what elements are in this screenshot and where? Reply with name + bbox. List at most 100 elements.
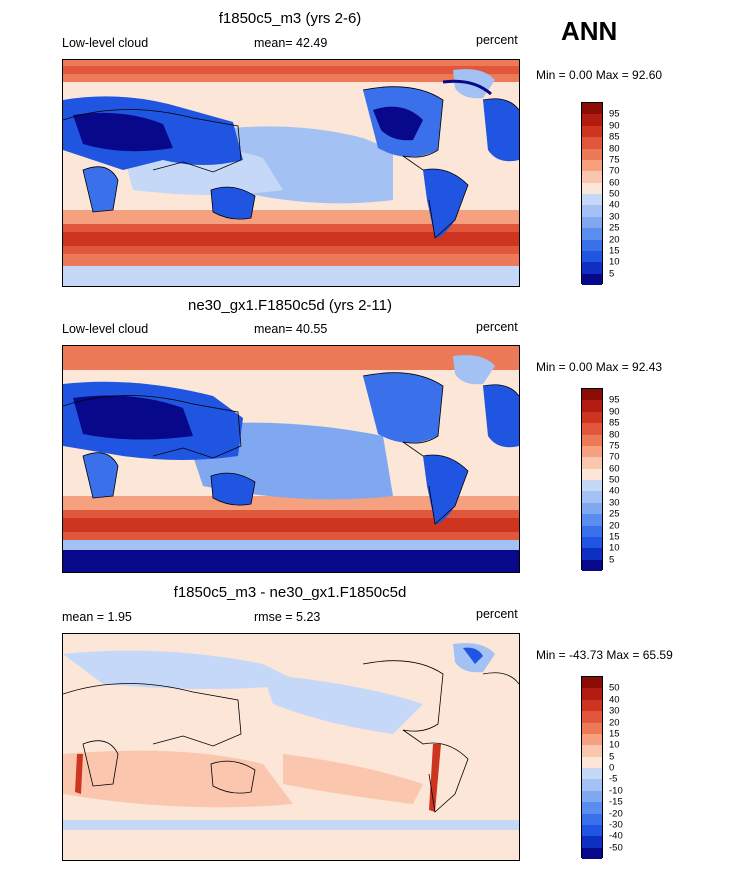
colorbar-swatch	[582, 114, 602, 126]
colorbar-tick-label: -15	[609, 796, 623, 808]
colorbar-swatch	[582, 677, 602, 689]
colorbar-tick-label: 60	[609, 177, 620, 189]
colorbar-swatch	[582, 273, 602, 285]
colorbar-tick-label: 10	[609, 739, 620, 751]
colorbar-swatch	[582, 457, 602, 469]
colorbar-swatch	[582, 711, 602, 723]
colorbar-tick-label: 5	[609, 751, 615, 763]
colorbar-tick-label: 20	[609, 234, 620, 245]
panel-2-map	[62, 345, 520, 573]
colorbar-tick-label: -20	[609, 808, 623, 819]
colorbar-swatch	[582, 502, 602, 515]
colorbar-swatch	[582, 525, 602, 537]
colorbar-tick-label: -10	[609, 785, 623, 797]
season-label: ANN	[561, 16, 618, 46]
colorbar-tick-label: 60	[609, 463, 620, 475]
colorbar-tick-label: 75	[609, 154, 620, 166]
colorbar-swatch	[582, 813, 602, 825]
colorbar-swatch	[582, 536, 602, 549]
colorbar-tick-label: 10	[609, 256, 620, 268]
colorbar-tick-label: 40	[609, 199, 620, 211]
colorbar-tick-label: 10	[609, 542, 620, 554]
colorbar-tick-label: 15	[609, 531, 620, 543]
colorbar-tick-label: 40	[609, 694, 620, 706]
colorbar-swatch	[582, 389, 602, 401]
colorbar-swatch	[582, 733, 602, 746]
colorbar-tick-label: -30	[609, 819, 623, 831]
panel-2-mean-label: mean= 40.55	[254, 322, 328, 336]
colorbar-swatch	[582, 228, 602, 240]
colorbar-tick-label: 0	[609, 762, 615, 774]
colorbar-tick-label: 80	[609, 429, 620, 440]
colorbar-swatch	[582, 434, 602, 446]
panel-2-variable-label: Low-level cloud	[62, 322, 149, 336]
colorbar-swatch	[582, 445, 602, 458]
colorbar-swatch	[582, 137, 602, 149]
colorbar-tick-label: -40	[609, 830, 623, 842]
colorbar-tick-label: 15	[609, 728, 620, 740]
colorbar-swatch	[582, 205, 602, 217]
colorbar-swatch	[582, 182, 602, 194]
panel-3-rmse-label: rmse = 5.23	[254, 610, 321, 624]
colorbar-swatch	[582, 250, 602, 263]
panel-1-min-max: Min = 0.00 Max = 92.60	[536, 68, 663, 82]
colorbar-swatch	[582, 514, 602, 526]
colorbar-tick-label: 50	[609, 474, 620, 486]
colorbar-swatch	[582, 171, 602, 183]
colorbar-tick-label: 50	[609, 682, 620, 694]
colorbar-tick-label: 15	[609, 245, 620, 257]
panel-2-units-label: percent	[476, 320, 518, 334]
colorbar-tick-label: 90	[609, 406, 620, 418]
colorbar-swatch	[582, 239, 602, 251]
colorbar-tick-label: 85	[609, 131, 620, 143]
colorbar-swatch	[582, 802, 602, 814]
panel-3-title: f1850c5_m3 - ne30_gx1.F1850c5d	[173, 584, 407, 601]
panel-2-min-max: Min = 0.00 Max = 92.43	[536, 360, 663, 374]
colorbar-swatch	[582, 103, 602, 115]
colorbar-swatch	[582, 159, 602, 172]
colorbar-swatch	[582, 824, 602, 837]
colorbar-tick-label: 25	[609, 508, 620, 520]
colorbar-swatch	[582, 756, 602, 768]
panel-3-colorbar: 50 40 30 20 15 10 5 0 -5 -10 -15 -20 -30 -40 -50	[581, 676, 623, 859]
colorbar-tick-label: 25	[609, 222, 620, 234]
colorbar-swatch	[582, 768, 602, 780]
panel-1-title: f1850c5_m3 (yrs 2-6)	[218, 10, 362, 27]
panel-1-units-label: percent	[476, 33, 518, 47]
colorbar-swatch	[582, 216, 602, 229]
panel-3-mean-label: mean = 1.95	[62, 610, 132, 624]
panel-3-units-label: percent	[476, 607, 518, 621]
panel-3-map	[62, 633, 520, 861]
colorbar-swatch	[582, 400, 602, 412]
colorbar-swatch	[582, 847, 602, 859]
colorbar-tick-label: 5	[609, 268, 615, 280]
panel-2-colorbar: 95 90 85 80 75 70 60 50 40 30 25 20 15 10 5	[581, 388, 620, 571]
colorbar-swatch	[582, 779, 602, 791]
colorbar-tick-label: 50	[609, 188, 620, 200]
colorbar-swatch	[582, 148, 602, 160]
colorbar-tick-label: 5	[609, 554, 615, 566]
colorbar-tick-label: 80	[609, 143, 620, 154]
colorbar-swatch	[582, 790, 602, 803]
colorbar-tick-label: 85	[609, 417, 620, 429]
panel-2-title: ne30_gx1.F1850c5d (yrs 2-11)	[187, 297, 392, 314]
panel-1-colorbar: 95 90 85 80 75 70 60 50 40 30 25 20 15 10 5	[581, 102, 620, 285]
colorbar-swatch	[582, 688, 602, 700]
colorbar-tick-label: 20	[609, 520, 620, 531]
colorbar-swatch	[582, 491, 602, 503]
colorbar-swatch	[582, 423, 602, 435]
colorbar-tick-label: 70	[609, 451, 620, 463]
colorbar-tick-label: 90	[609, 120, 620, 132]
colorbar-tick-label: 70	[609, 165, 620, 177]
colorbar-swatch	[582, 480, 602, 492]
colorbar-tick-label: -50	[609, 842, 623, 854]
panel-3-min-max: Min = -43.73 Max = 65.59	[536, 648, 673, 662]
colorbar-swatch	[582, 836, 602, 848]
colorbar-tick-label: 20	[609, 717, 620, 728]
panel-1-map	[62, 59, 520, 287]
colorbar-swatch	[582, 559, 602, 571]
colorbar-tick-label: 30	[609, 497, 620, 509]
colorbar-tick-label: 95	[609, 108, 620, 120]
colorbar-tick-label: 30	[609, 705, 620, 717]
colorbar-swatch	[582, 468, 602, 480]
